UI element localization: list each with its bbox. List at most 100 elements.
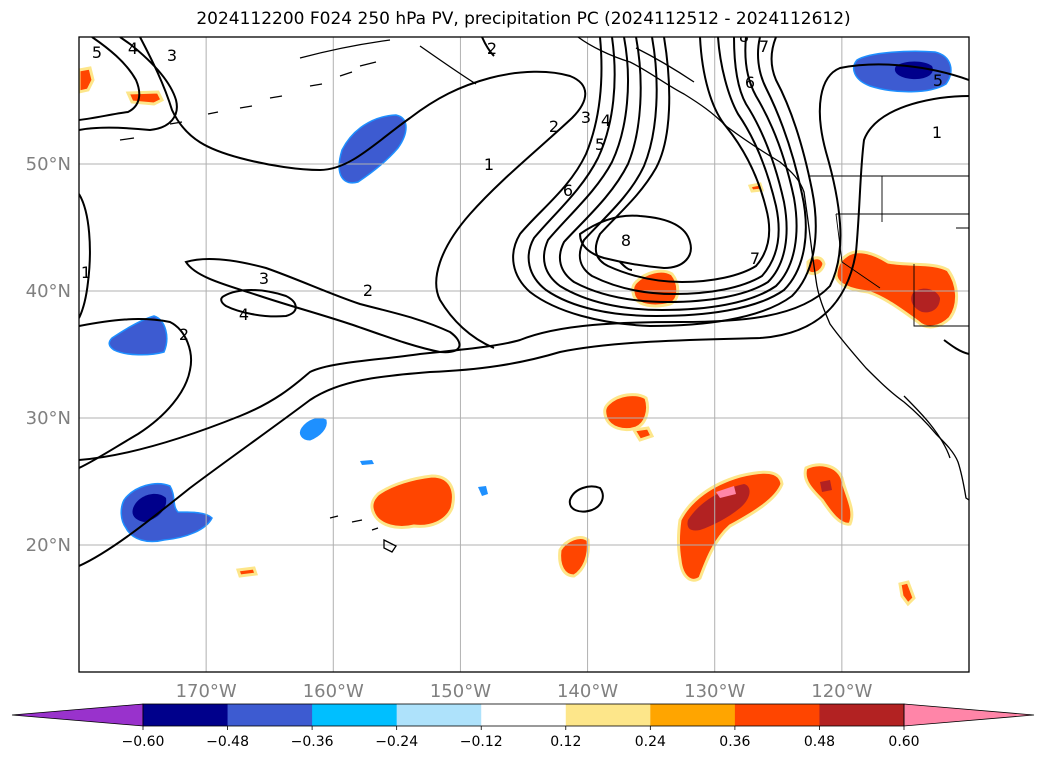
longitude-label: 170°W [176, 681, 237, 702]
precip-pos-area [235, 566, 259, 578]
pv-contour [558, 37, 788, 304]
pv-contour-label: 4 [128, 39, 138, 58]
pv-contour-label: 1 [484, 155, 494, 174]
colorbar-tick-label: 0.24 [635, 734, 666, 750]
precip-pos-core [820, 480, 832, 492]
map-title: 2024112200 F024 250 hPa PV, precipitatio… [196, 9, 851, 29]
precip-pos-area [370, 474, 455, 529]
precip-pos-area [558, 536, 590, 578]
pv-contour [943, 339, 969, 355]
precip-neg-core [132, 493, 167, 522]
precip-pos-area [631, 426, 655, 442]
pv-contour [578, 214, 692, 270]
pv-contour-label: 5 [933, 71, 943, 90]
colorbar-frame [142, 703, 905, 727]
pv-contour-label: 7 [750, 249, 760, 268]
pv-contour [184, 258, 461, 354]
hawaii-islands [329, 515, 397, 553]
precip-pos-area [677, 470, 784, 582]
precip-neg-area [338, 114, 407, 184]
pv-contour [79, 63, 969, 461]
pv-contour-label: 5 [595, 135, 605, 154]
longitude-label: 120°W [811, 681, 872, 702]
precip-pos-area [803, 463, 854, 526]
pv-contour [594, 37, 771, 284]
pv-contour [79, 193, 91, 319]
colorbar-extend-max [903, 703, 1035, 727]
precip-pos-area [603, 393, 650, 432]
precip-negative-areas [108, 50, 952, 543]
colorbar-tick-label: 0.36 [719, 734, 750, 750]
colorbar-tick-label: 0.12 [550, 734, 581, 750]
pv-contour-label: 8 [739, 27, 749, 46]
precip-positive-areas [79, 66, 958, 607]
pv-contour-label: 2 [179, 325, 189, 344]
colorbar-bin [734, 704, 820, 726]
pv-contour-label: 8 [621, 231, 631, 250]
longitude-label: 130°W [684, 681, 745, 702]
pv-contour [543, 37, 798, 312]
pv-contour-label: 6 [745, 73, 755, 92]
pv-contour [220, 289, 297, 318]
colorbar-extend-min [11, 703, 144, 727]
map-frame [78, 36, 970, 673]
pv-contour [512, 37, 817, 328]
aleutian-islands [119, 61, 377, 141]
colorbar-tick-label: −0.12 [460, 734, 503, 750]
colorbar-tick-label: 0.48 [804, 734, 835, 750]
colorbar-tick-label: −0.36 [291, 734, 334, 750]
pv-contour-label: 3 [581, 108, 591, 127]
precip-pos-core [911, 288, 940, 313]
colorbar-bin [396, 704, 482, 726]
pv-contour [79, 318, 192, 469]
precip-pos-core [687, 484, 750, 531]
precip-neg-area [299, 417, 327, 441]
latitude-label: 20°N [26, 535, 71, 556]
pv-contour [79, 37, 141, 121]
colorbar-bin [565, 704, 651, 726]
colorbar-bin [650, 704, 736, 726]
precip-neg-area [108, 315, 168, 356]
pv-contour [79, 37, 178, 132]
precip-neg-area [478, 486, 488, 496]
pv-contour [619, 261, 633, 271]
longitude-label: 160°W [303, 681, 364, 702]
pv-contours [79, 37, 969, 567]
pv-contour-label: 2 [487, 39, 497, 58]
pv-contour-label: 3 [167, 46, 177, 65]
precip-neg-area [360, 460, 374, 465]
colorbar-tick-label: −0.60 [122, 734, 165, 750]
colorbar-bin [312, 704, 398, 726]
precip-pos-peak [716, 486, 736, 498]
pv-contour [568, 485, 604, 513]
colorbar-tick-label: 0.60 [888, 734, 919, 750]
longitude-labels: 170°W 160°W 150°W 140°W 130°W 120°W [176, 681, 873, 702]
longitude-label: 150°W [430, 681, 491, 702]
latitude-label: 30°N [26, 408, 71, 429]
pv-contour [578, 37, 780, 296]
gridlines [79, 37, 969, 672]
colorbar-bin [143, 704, 229, 726]
pv-contour-label: 7 [759, 37, 769, 56]
pv-contour-label: 4 [239, 305, 249, 324]
latitude-label: 50°N [26, 154, 71, 175]
precip-pos-area [79, 66, 95, 94]
latitude-label: 40°N [26, 281, 71, 302]
pv-contour-label: 1 [81, 263, 91, 282]
baja-coastline [903, 395, 951, 459]
pv-contour-label: 3 [259, 269, 269, 288]
pv-contour [481, 37, 495, 57]
precip-pos-area [125, 90, 165, 106]
colorbar-bin [819, 704, 905, 726]
pv-contour [139, 37, 587, 349]
pv-contour-label: 1 [932, 123, 942, 142]
longitude-label: 140°W [557, 681, 618, 702]
pv-contour [527, 37, 807, 318]
pv-contour-label: 6 [563, 181, 573, 200]
colorbar-bin [227, 704, 313, 726]
latitude-labels: 50°N 40°N 30°N 20°N [26, 154, 71, 556]
colorbar-tick-label: −0.24 [375, 734, 418, 750]
alaska-coastline [299, 39, 695, 85]
